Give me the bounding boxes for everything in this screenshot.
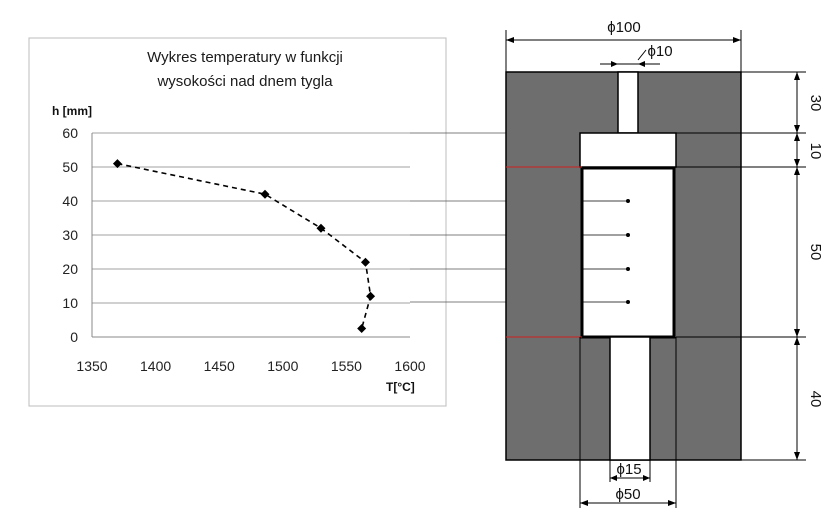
crucible-drawing: ϕ100 ϕ10 30 10 50 40 (505, 19, 824, 508)
chart-title-line-2: wysokości nad dnem tygla (156, 73, 333, 90)
dim-bottom-recess: ϕ50 (615, 486, 640, 503)
chart-series (112, 159, 376, 333)
data-point-marker (316, 223, 326, 233)
dimension-heights: 30 10 50 40 (676, 71, 824, 461)
chart-tick-labels: 0 10 20 30 40 50 60 1350 1400 1450 1500 1550 1600 (62, 125, 425, 374)
dim-height-gap: 10 (807, 143, 824, 160)
chart-frame (28, 37, 447, 407)
x-axis-label: T[°C] (386, 380, 415, 394)
sensor-point (626, 233, 630, 237)
y-axis-label: h [mm] (52, 104, 92, 118)
dim-height-bottom: 40 (807, 391, 824, 408)
y-tick-label: 10 (62, 295, 78, 311)
top-chamber (579, 132, 677, 168)
dim-outer-diameter: ϕ100 (607, 19, 640, 36)
dimension-outer-diameter: ϕ100 (505, 19, 742, 72)
x-tick-label: 1550 (331, 358, 362, 374)
dim-height-cavity: 50 (807, 244, 824, 261)
dim-bottom-channel: ϕ15 (616, 461, 641, 478)
data-point-marker (112, 159, 122, 169)
series-line (117, 162, 372, 329)
dimension-top-channel: ϕ10 (600, 43, 673, 67)
data-point-marker (360, 257, 370, 267)
y-tick-label: 40 (62, 193, 78, 209)
dim-top-channel: ϕ10 (647, 43, 672, 60)
x-tick-label: 1350 (76, 358, 107, 374)
top-channel (617, 71, 639, 134)
x-tick-label: 1450 (204, 358, 235, 374)
chart-gridlines (91, 132, 410, 338)
chart-title-line-1: Wykres temperatury w funkcji (147, 49, 343, 66)
y-tick-label: 30 (62, 227, 78, 243)
x-tick-label: 1600 (394, 358, 425, 374)
y-tick-label: 50 (62, 159, 78, 175)
main-cavity (580, 166, 676, 339)
dimension-bottom: ϕ15 ϕ50 (579, 337, 677, 508)
thermocouple-sensors (582, 199, 630, 304)
sensor-point (626, 300, 630, 304)
data-point-marker (357, 324, 367, 333)
data-point-marker (366, 291, 376, 301)
x-tick-label: 1500 (267, 358, 298, 374)
sensor-point (626, 267, 630, 271)
x-tick-label: 1400 (140, 358, 171, 374)
dim-height-top: 30 (807, 95, 824, 112)
y-tick-label: 20 (62, 261, 78, 277)
y-tick-label: 0 (70, 329, 78, 345)
y-tick-label: 60 (62, 125, 78, 141)
bottom-channel (609, 336, 651, 461)
sensor-point (626, 199, 630, 203)
temperature-chart: Wykres temperatury w funkcji wysokości n… (28, 37, 447, 407)
data-point-marker (260, 189, 270, 199)
